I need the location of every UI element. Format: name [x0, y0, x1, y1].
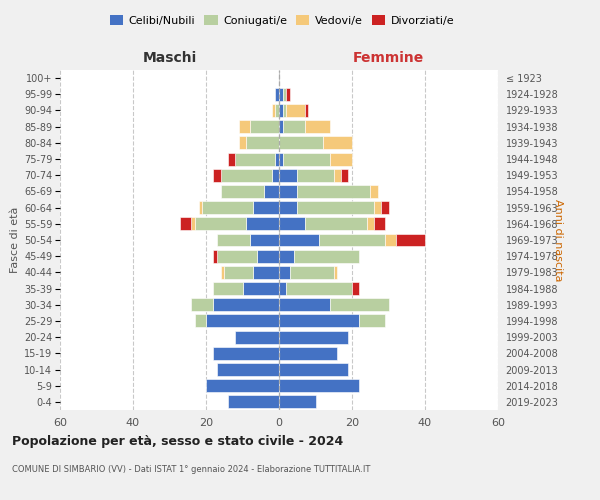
Bar — [246, 218, 279, 230]
Bar — [239, 136, 246, 149]
Bar — [250, 234, 279, 246]
Bar — [367, 218, 374, 230]
Bar — [214, 169, 221, 181]
Bar — [279, 201, 297, 214]
Bar — [265, 185, 279, 198]
Bar — [195, 314, 206, 328]
Bar — [396, 234, 425, 246]
Bar — [305, 218, 367, 230]
Bar — [283, 152, 330, 166]
Text: Maschi: Maschi — [142, 51, 197, 65]
Bar — [235, 152, 275, 166]
Bar — [221, 169, 272, 181]
Bar — [283, 104, 286, 117]
Bar — [217, 363, 279, 376]
Bar — [334, 266, 337, 279]
Bar — [221, 266, 224, 279]
Bar — [272, 169, 279, 181]
Bar — [297, 185, 370, 198]
Bar — [290, 266, 334, 279]
Bar — [214, 298, 279, 311]
Bar — [279, 185, 297, 198]
Bar — [279, 104, 283, 117]
Bar — [286, 104, 305, 117]
Bar — [246, 136, 279, 149]
Bar — [279, 298, 330, 311]
Bar — [341, 169, 349, 181]
Bar — [293, 250, 359, 262]
Bar — [202, 201, 253, 214]
Bar — [279, 120, 283, 133]
Bar — [279, 282, 286, 295]
Bar — [250, 120, 279, 133]
Text: Femmine: Femmine — [353, 51, 424, 65]
Bar — [279, 396, 316, 408]
Bar — [297, 169, 334, 181]
Bar — [279, 266, 290, 279]
Bar — [330, 152, 352, 166]
Bar — [279, 152, 283, 166]
Bar — [279, 330, 349, 344]
Y-axis label: Fasce di età: Fasce di età — [10, 207, 20, 273]
Bar — [279, 250, 293, 262]
Bar — [206, 379, 279, 392]
Bar — [221, 185, 265, 198]
Bar — [279, 234, 319, 246]
Bar — [275, 104, 279, 117]
Bar — [228, 152, 235, 166]
Bar — [286, 282, 352, 295]
Bar — [279, 363, 349, 376]
Bar — [370, 185, 377, 198]
Bar — [235, 330, 279, 344]
Bar — [330, 298, 389, 311]
Y-axis label: Anni di nascita: Anni di nascita — [553, 198, 563, 281]
Bar — [195, 218, 246, 230]
Bar — [217, 250, 257, 262]
Bar — [283, 120, 305, 133]
Bar — [381, 201, 389, 214]
Text: COMUNE DI SIMBARIO (VV) - Dati ISTAT 1° gennaio 2024 - Elaborazione TUTTITALIA.I: COMUNE DI SIMBARIO (VV) - Dati ISTAT 1° … — [12, 465, 370, 474]
Bar — [217, 234, 250, 246]
Bar — [297, 201, 374, 214]
Bar — [253, 266, 279, 279]
Bar — [214, 282, 242, 295]
Bar — [206, 314, 279, 328]
Bar — [214, 347, 279, 360]
Bar — [279, 347, 337, 360]
Bar — [279, 136, 323, 149]
Bar — [352, 282, 359, 295]
Bar — [224, 266, 253, 279]
Bar — [239, 120, 250, 133]
Bar — [334, 169, 341, 181]
Bar — [323, 136, 352, 149]
Bar — [279, 88, 283, 101]
Bar — [374, 201, 381, 214]
Bar — [199, 201, 202, 214]
Text: Popolazione per età, sesso e stato civile - 2024: Popolazione per età, sesso e stato civil… — [12, 435, 343, 448]
Bar — [191, 298, 214, 311]
Bar — [305, 104, 308, 117]
Bar — [275, 152, 279, 166]
Bar — [374, 218, 385, 230]
Bar — [305, 120, 330, 133]
Bar — [279, 314, 359, 328]
Bar — [385, 234, 396, 246]
Bar — [279, 169, 297, 181]
Bar — [283, 88, 286, 101]
Bar — [319, 234, 385, 246]
Bar — [272, 104, 275, 117]
Bar — [279, 379, 359, 392]
Bar — [275, 88, 279, 101]
Bar — [286, 88, 290, 101]
Bar — [242, 282, 279, 295]
Bar — [279, 218, 305, 230]
Legend: Celibi/Nubili, Coniugati/e, Vedovi/e, Divorziati/e: Celibi/Nubili, Coniugati/e, Vedovi/e, Di… — [106, 10, 458, 30]
Bar — [191, 218, 195, 230]
Bar — [253, 201, 279, 214]
Bar — [214, 250, 217, 262]
Bar — [181, 218, 191, 230]
Bar — [359, 314, 385, 328]
Bar — [257, 250, 279, 262]
Bar — [228, 396, 279, 408]
